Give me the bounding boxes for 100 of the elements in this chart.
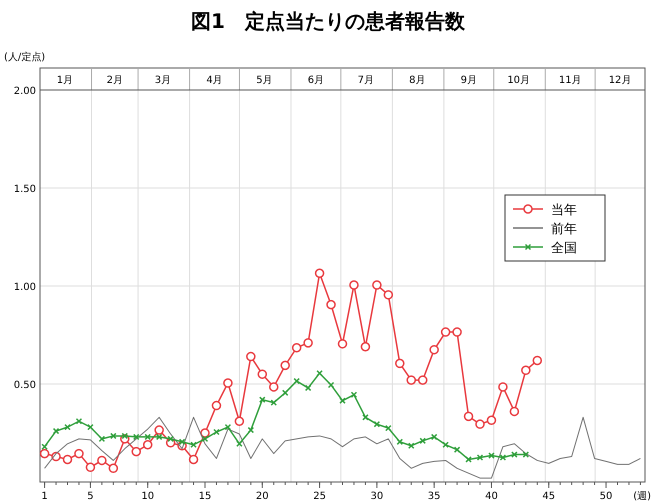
point (372, 280, 382, 290)
x-tick-label: 25 (313, 491, 326, 502)
x-tick-label: 50 (600, 491, 612, 502)
point (122, 432, 128, 440)
point (338, 339, 348, 349)
point (64, 424, 71, 430)
x2-tick-label: 6月 (308, 75, 324, 86)
point (74, 448, 84, 458)
point (270, 399, 277, 406)
point (41, 443, 48, 450)
point (316, 370, 323, 376)
point (190, 442, 197, 448)
point (259, 396, 266, 403)
x2-tick-label: 10月 (507, 75, 530, 86)
point (384, 290, 394, 300)
point (62, 454, 72, 464)
x-tick-label: 5 (87, 491, 94, 502)
point (440, 327, 450, 337)
point (292, 342, 302, 352)
point (350, 392, 358, 398)
point (522, 451, 530, 458)
point (521, 366, 531, 376)
point (452, 327, 462, 337)
x-tick-label: 10 (141, 491, 154, 502)
x2-tick-label: 9月 (460, 75, 478, 86)
point (188, 454, 198, 464)
point (248, 426, 254, 434)
x-tick-label: 15 (198, 491, 212, 502)
point (293, 378, 300, 384)
y-tick-label: 1.50 (14, 184, 36, 195)
point (442, 442, 449, 448)
point (532, 356, 542, 366)
x2-tick-label: 1月 (56, 75, 74, 86)
point (154, 425, 164, 435)
point (282, 390, 288, 396)
point (213, 428, 220, 436)
point (212, 400, 222, 410)
point (108, 464, 118, 474)
point (133, 434, 140, 440)
x2-tick-label: 7月 (358, 75, 374, 86)
line-series (44, 416, 641, 479)
point (142, 440, 152, 450)
x-tick-label: 1 (41, 491, 48, 502)
point (87, 424, 94, 430)
point (408, 442, 414, 449)
point (246, 352, 256, 362)
x2-tick-label: 5月 (256, 75, 273, 86)
point (167, 436, 174, 442)
x-tick-label: 45 (542, 491, 556, 502)
x2-tick-label: 3月 (154, 75, 172, 86)
point (328, 382, 334, 388)
point (97, 456, 107, 466)
x-tick-label: 30 (370, 491, 384, 502)
point (110, 432, 117, 440)
x2-tick-label: 2月 (106, 75, 123, 86)
point (464, 412, 474, 422)
y-tick-label: 1.00 (14, 282, 36, 293)
point (156, 434, 162, 440)
x2-tick-label: 11月 (558, 75, 582, 86)
x-tick-label: 35 (428, 491, 441, 502)
point (396, 438, 404, 446)
point (395, 358, 405, 368)
point (385, 424, 392, 432)
point (314, 268, 324, 278)
point (349, 280, 359, 290)
point (430, 434, 438, 440)
point (224, 424, 232, 430)
point (144, 434, 151, 440)
legend-label: 当年 (551, 203, 577, 218)
point (202, 436, 208, 442)
point (234, 416, 244, 426)
point (178, 438, 186, 446)
legend-label: 前年 (551, 222, 577, 237)
point (498, 382, 508, 392)
point (488, 452, 495, 459)
point (486, 416, 496, 426)
x2-tick-label: 4月 (206, 75, 223, 86)
x2-tick-label: 8月 (409, 75, 426, 86)
point (223, 378, 233, 388)
point (86, 462, 96, 472)
point (500, 454, 506, 461)
point (374, 420, 380, 428)
x-tick-label: 20 (256, 491, 269, 502)
point (304, 384, 312, 392)
y-tick-label: 2.00 (14, 86, 36, 97)
point (269, 382, 278, 392)
point (511, 451, 518, 458)
point (132, 446, 141, 456)
point (258, 369, 268, 379)
point (476, 454, 484, 461)
point (362, 414, 369, 421)
point (510, 406, 520, 416)
x-axis-title: (週) (633, 491, 652, 502)
x2-tick-label: 12月 (608, 75, 632, 86)
chart-title: 図1 定点当たりの患者報告数 (191, 9, 466, 33)
point (76, 418, 82, 424)
point (454, 446, 460, 453)
point (98, 436, 106, 442)
point (236, 440, 243, 448)
point (280, 360, 290, 370)
